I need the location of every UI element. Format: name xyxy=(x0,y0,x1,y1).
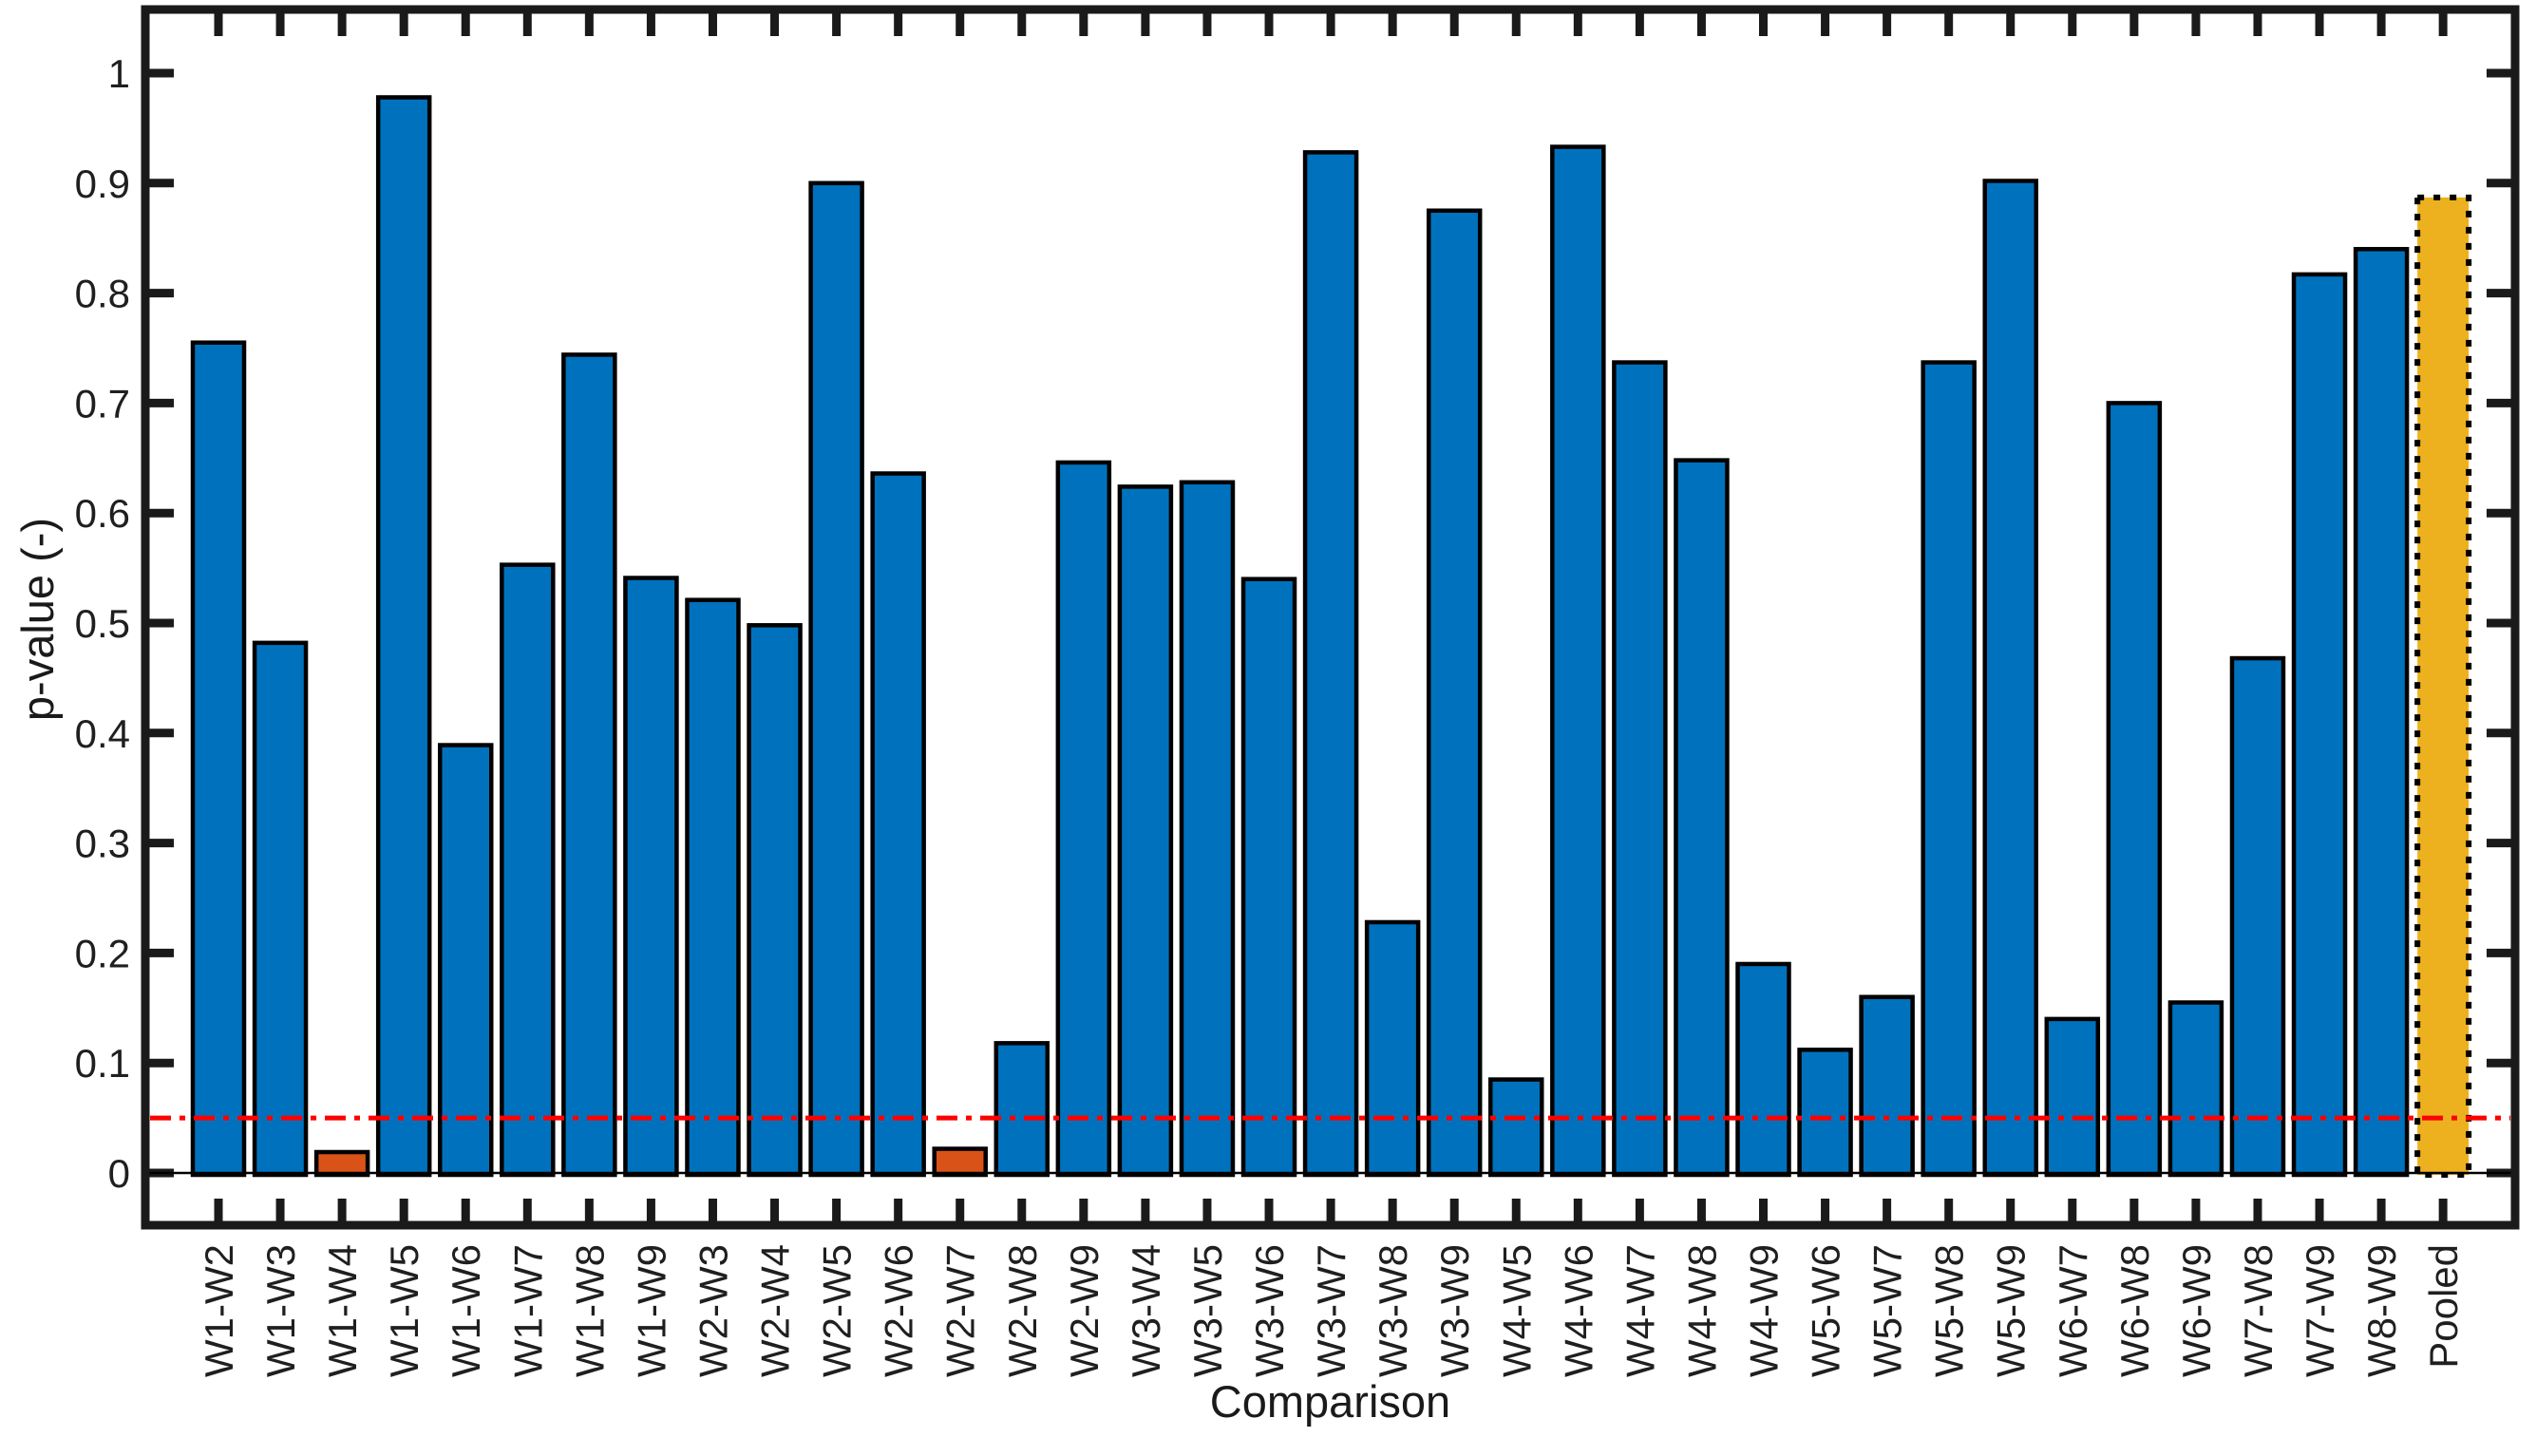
bar-W6-W9 xyxy=(2167,1000,2224,1178)
bar-W4-W7 xyxy=(1612,360,1668,1178)
x-tick-label-W2-W4: W2-W4 xyxy=(753,1244,798,1377)
bar-W1-W8 xyxy=(561,352,617,1178)
x-tick-label-W5-W8: W5-W8 xyxy=(1927,1244,1972,1377)
x-tick-label-W3-W5: W3-W5 xyxy=(1185,1244,1230,1377)
x-tick-label-W1-W2: W1-W2 xyxy=(197,1244,241,1377)
bar-W1-W7 xyxy=(500,562,556,1178)
x-tick-label-Pooled: Pooled xyxy=(2421,1244,2466,1369)
x-axis-label: Comparison xyxy=(1209,1376,1451,1427)
x-tick-label-W4-W8: W4-W8 xyxy=(1679,1244,1724,1377)
x-tick-label-W1-W5: W1-W5 xyxy=(382,1244,426,1377)
x-tick-label-W6-W8: W6-W8 xyxy=(2112,1244,2157,1377)
bar-W3-W9 xyxy=(1426,208,1483,1178)
x-tick-label-W7-W8: W7-W8 xyxy=(2236,1244,2281,1377)
bar-W5-W9 xyxy=(1982,179,2038,1178)
bar-W4-W5 xyxy=(1488,1077,1544,1178)
y-axis-label: p-value (-) xyxy=(12,517,63,722)
bar-W2-W9 xyxy=(1055,460,1112,1178)
y-tick-label: 0.8 xyxy=(75,272,130,316)
y-tick-label: 0.9 xyxy=(75,161,130,206)
bar-W3-W7 xyxy=(1302,150,1359,1178)
bar-W1-W4 xyxy=(313,1149,370,1178)
bar-W5-W7 xyxy=(1859,994,1915,1178)
bar-W3-W8 xyxy=(1364,919,1421,1178)
x-tick-label-W1-W7: W1-W7 xyxy=(505,1244,550,1377)
x-tick-label-W8-W9: W8-W9 xyxy=(2359,1244,2404,1377)
bar-W8-W9 xyxy=(2353,247,2410,1178)
y-tick-label: 0.2 xyxy=(75,931,130,975)
bar-W1-W2 xyxy=(190,340,247,1178)
x-tick-label-W2-W8: W2-W8 xyxy=(1000,1244,1045,1377)
bar-W1-W3 xyxy=(252,640,309,1178)
bar-W2-W6 xyxy=(870,471,926,1178)
x-tick-label-W1-W6: W1-W6 xyxy=(444,1244,488,1377)
y-tick-label: 0.7 xyxy=(75,381,130,425)
bar-W6-W8 xyxy=(2106,401,2163,1178)
x-tick-label-W2-W6: W2-W6 xyxy=(877,1244,921,1377)
x-tick-label-W4-W6: W4-W6 xyxy=(1556,1244,1600,1377)
bar-W1-W6 xyxy=(437,743,494,1178)
bar-W3-W5 xyxy=(1179,480,1236,1178)
plot-border xyxy=(141,5,2520,1230)
bar-W5-W6 xyxy=(1797,1048,1853,1178)
y-tick-label: 0.6 xyxy=(75,491,130,536)
y-tick-label: 0 xyxy=(108,1151,130,1196)
x-tick-label-W2-W9: W2-W9 xyxy=(1062,1244,1107,1377)
bar-W7-W9 xyxy=(2291,272,2348,1178)
bar-W2-W7 xyxy=(932,1146,988,1178)
bar-Pooled xyxy=(2414,194,2472,1178)
y-tick-label: 0.3 xyxy=(75,822,130,866)
x-tick-label-W6-W7: W6-W7 xyxy=(2051,1244,2095,1377)
bar-W4-W9 xyxy=(1735,961,1791,1178)
x-tick-label-W2-W5: W2-W5 xyxy=(815,1244,860,1377)
y-tick-label: 0.1 xyxy=(75,1041,130,1086)
x-tick-label-W4-W7: W4-W7 xyxy=(1618,1244,1662,1377)
x-tick-label-W1-W8: W1-W8 xyxy=(567,1244,612,1377)
x-tick-label-W5-W7: W5-W7 xyxy=(1865,1244,1910,1377)
x-tick-label-W3-W7: W3-W7 xyxy=(1309,1244,1353,1377)
x-tick-label-W1-W3: W1-W3 xyxy=(258,1244,303,1377)
bar-W6-W7 xyxy=(2044,1016,2101,1178)
x-tick-label-W1-W9: W1-W9 xyxy=(629,1244,673,1377)
x-tick-label-W6-W9: W6-W9 xyxy=(2174,1244,2219,1377)
bar-W3-W6 xyxy=(1240,577,1297,1178)
bar-W2-W8 xyxy=(994,1041,1050,1178)
x-tick-label-W3-W8: W3-W8 xyxy=(1371,1244,1415,1377)
x-tick-label-W5-W6: W5-W6 xyxy=(1804,1244,1848,1377)
y-tick-label: 1 xyxy=(108,51,130,96)
y-tick-label: 0.5 xyxy=(75,601,130,646)
x-tick-label-W4-W5: W4-W5 xyxy=(1494,1244,1539,1377)
bar-W2-W3 xyxy=(685,597,741,1178)
bar-W7-W8 xyxy=(2229,655,2286,1178)
bar-W3-W4 xyxy=(1117,484,1174,1178)
bar-W1-W5 xyxy=(375,95,432,1178)
x-tick-label-W5-W9: W5-W9 xyxy=(1989,1244,2034,1377)
bar-W4-W8 xyxy=(1674,458,1730,1178)
bar-W2-W5 xyxy=(808,180,864,1178)
x-tick-label-W3-W9: W3-W9 xyxy=(1432,1244,1477,1377)
bar-W4-W6 xyxy=(1550,144,1606,1178)
bar-W2-W4 xyxy=(747,623,803,1178)
x-tick-label-W7-W9: W7-W9 xyxy=(2298,1244,2342,1377)
x-tick-label-W2-W7: W2-W7 xyxy=(938,1244,983,1377)
x-tick-label-W4-W9: W4-W9 xyxy=(1742,1244,1787,1377)
x-tick-label-W3-W6: W3-W6 xyxy=(1247,1244,1292,1377)
x-tick-label-W3-W4: W3-W4 xyxy=(1124,1244,1168,1377)
bar-W1-W9 xyxy=(623,576,679,1178)
y-tick-label: 0.4 xyxy=(75,711,130,756)
bar-W5-W8 xyxy=(1921,360,1977,1178)
x-tick-label-W1-W4: W1-W4 xyxy=(320,1244,365,1377)
x-tick-label-W2-W3: W2-W3 xyxy=(691,1244,735,1377)
